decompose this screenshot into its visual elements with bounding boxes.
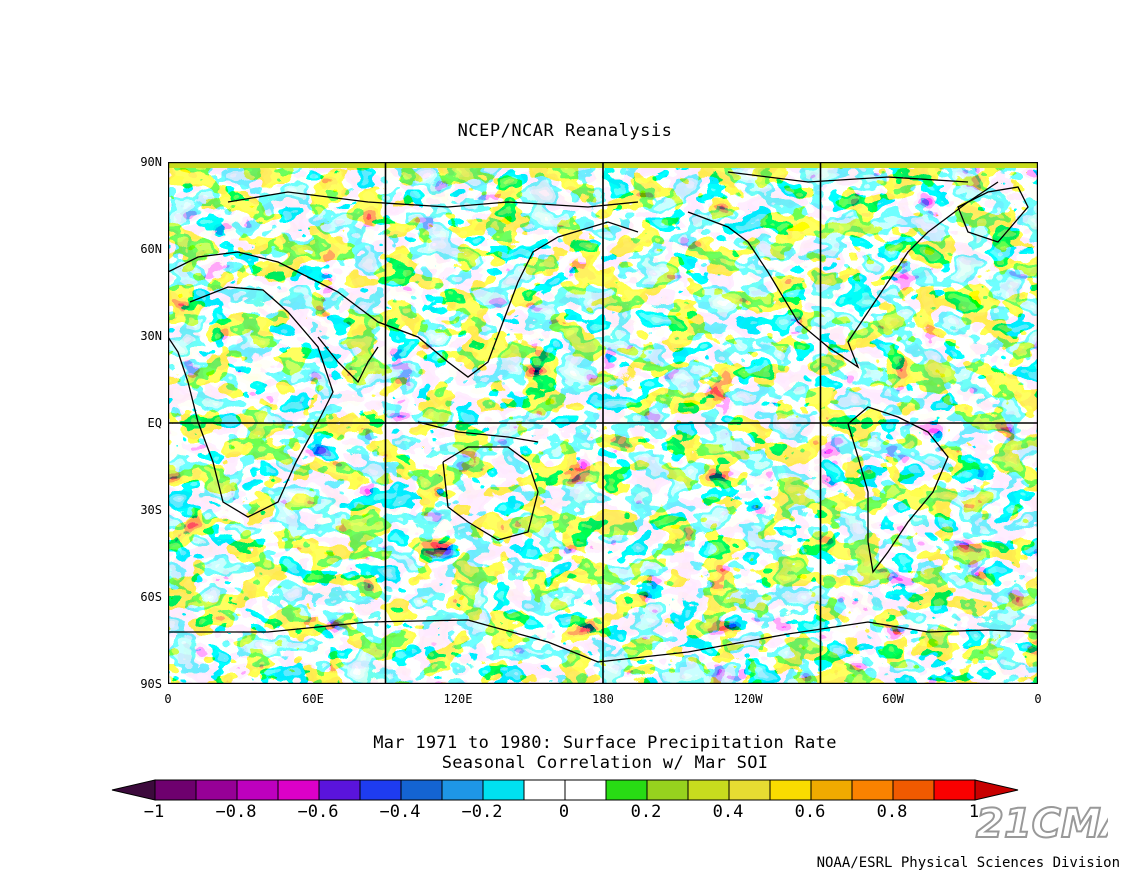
colorbar-label: −0.4: [379, 802, 421, 822]
map-border: [168, 162, 1038, 684]
lon-label: 0: [1034, 692, 1042, 706]
lon-label: 60W: [882, 692, 904, 706]
correlation-map: [168, 162, 1038, 684]
colorbar-label: 0.2: [630, 802, 662, 822]
colorbar-swatch: [236, 779, 279, 801]
colorbar-swatch: [359, 779, 402, 801]
colorbar-swatch: [687, 779, 730, 801]
credit-text: NOAA/ESRL Physical Sciences Division: [816, 855, 1120, 871]
lat-label: 60S: [140, 590, 162, 604]
colorbar-label: 0: [558, 802, 570, 822]
lat-label: EQ: [147, 416, 162, 430]
lon-label: 0: [164, 692, 172, 706]
lon-label: 120E: [443, 692, 473, 706]
grid-lines: [168, 162, 1038, 684]
colorbar-arrow-high: [974, 779, 1019, 801]
colorbar-swatch: [154, 779, 197, 801]
colorbar-label: −0.6: [297, 802, 339, 822]
colorbar-arrow-low: [111, 779, 156, 801]
colorbar-swatch: [810, 779, 853, 801]
colorbar-label: −0.8: [215, 802, 257, 822]
colorbar-swatch: [441, 779, 484, 801]
watermark-logo: 21CMA: [975, 800, 1108, 845]
colorbar-label: 0.8: [876, 802, 908, 822]
colorbar-swatch: [851, 779, 894, 801]
colorbar-swatch: [605, 779, 648, 801]
coastlines: [168, 171, 1038, 663]
lon-label: 60E: [302, 692, 324, 706]
colorbar: [111, 779, 1019, 801]
colorbar-swatch: [318, 779, 361, 801]
colorbar-label: 1: [968, 802, 980, 822]
watermark-text: 21CMA: [976, 801, 1108, 845]
lon-label: 120W: [733, 692, 763, 706]
colorbar-swatch: [769, 779, 812, 801]
colorbar-swatch: [195, 779, 238, 801]
colorbar-swatch: [728, 779, 771, 801]
lon-label: 180: [592, 692, 614, 706]
caption-line-2: Seasonal Correlation w/ Mar SOI: [441, 753, 769, 773]
colorbar-label: −1: [143, 802, 165, 822]
chart-title: NCEP/NCAR Reanalysis: [457, 121, 673, 141]
colorbar-swatch: [646, 779, 689, 801]
colorbar-swatch: [564, 779, 607, 801]
lat-label: 30N: [140, 329, 162, 343]
colorbar-swatch: [523, 779, 566, 801]
colorbar-label: 0.4: [712, 802, 744, 822]
colorbar-label: 0.6: [794, 802, 826, 822]
lat-label: 90S: [140, 677, 162, 691]
lat-label: 60N: [140, 242, 162, 256]
colorbar-swatch: [482, 779, 525, 801]
lat-label: 30S: [140, 503, 162, 517]
colorbar-swatch: [400, 779, 443, 801]
colorbar-swatch: [277, 779, 320, 801]
lat-label: 90N: [140, 155, 162, 169]
caption-line-1: Mar 1971 to 1980: Surface Precipitation …: [373, 733, 837, 753]
colorbar-label: −0.2: [461, 802, 503, 822]
colorbar-swatch: [892, 779, 935, 801]
